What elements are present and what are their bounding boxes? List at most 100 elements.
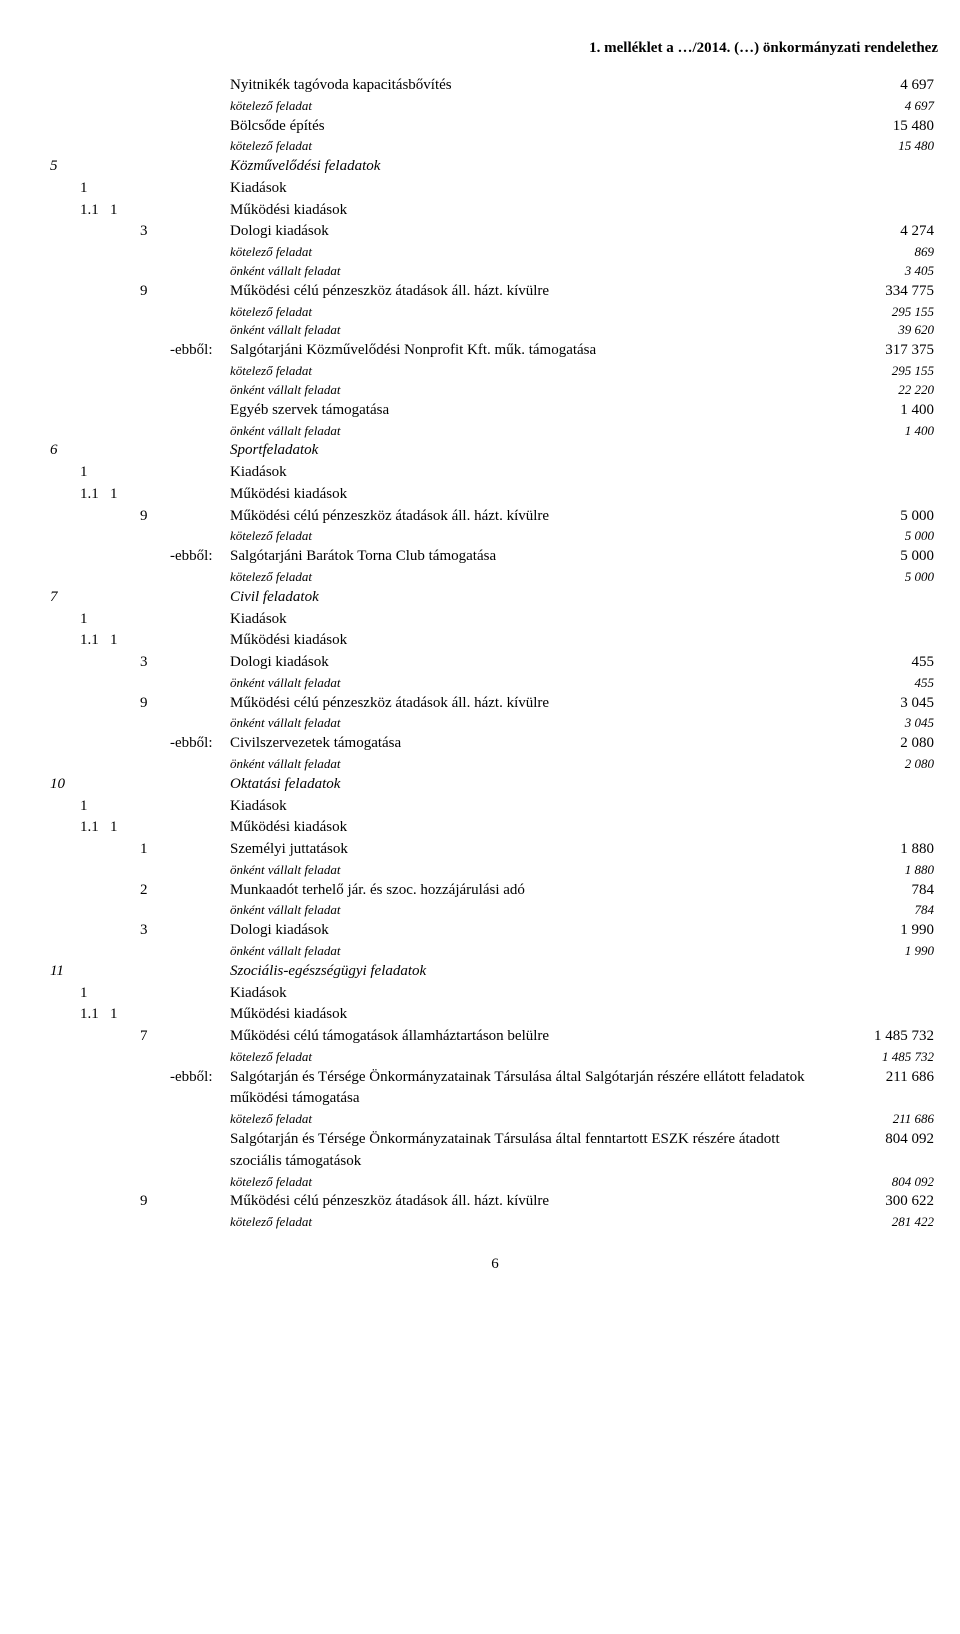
table-row: kötelező feladat804 092	[50, 1173, 940, 1192]
table-row: -ebből:Salgótarjáni Barátok Torna Club t…	[50, 546, 940, 568]
col-5: -ebből:	[170, 733, 230, 755]
row-label: kötelező feladat	[230, 1110, 824, 1129]
row-label: Salgótarján és Térsége Önkormányzatainak…	[230, 1129, 824, 1173]
row-value: 5 000	[824, 546, 940, 568]
row-label: Bölcsőde építés	[230, 116, 824, 138]
table-row: önként vállalt feladat2 080	[50, 755, 940, 774]
table-row: önként vállalt feladat3 405	[50, 262, 940, 281]
row-value: 211 686	[824, 1067, 940, 1089]
row-label: Civilszervezetek támogatása	[230, 733, 824, 755]
row-value: 455	[824, 674, 940, 693]
col-4: 7	[140, 1026, 170, 1048]
table-row: önként vállalt feladat1 880	[50, 861, 940, 880]
row-value: 4 697	[824, 97, 940, 116]
row-label: önként vállalt feladat	[230, 755, 824, 774]
table-row: 1.11 Működési kiadások	[50, 1004, 940, 1026]
row-label: Működési kiadások	[230, 484, 824, 506]
row-value: 804 092	[824, 1129, 940, 1151]
table-row: 1Személyi juttatások1 880	[50, 839, 940, 861]
table-row: Salgótarján és Térsége Önkormányzatainak…	[50, 1129, 940, 1173]
col-5: -ebből:	[170, 1067, 230, 1089]
col-2: 1	[80, 609, 110, 631]
row-value: 15 480	[824, 137, 940, 156]
row-label: kötelező feladat	[230, 527, 824, 546]
row-label: Dologi kiadások	[230, 652, 824, 674]
col-5: -ebből:	[170, 546, 230, 568]
row-label: Működési kiadások	[230, 1004, 824, 1026]
col-3: 1	[110, 1004, 140, 1026]
row-label: Működési célú pénzeszköz átadások áll. h…	[230, 1191, 824, 1213]
row-value: 804 092	[824, 1173, 940, 1192]
row-value: 2 080	[824, 755, 940, 774]
row-value: 3 405	[824, 262, 940, 281]
row-value: 784	[824, 901, 940, 920]
col-1: 6	[50, 440, 80, 462]
row-value: 869	[824, 243, 940, 262]
table-row: kötelező feladat211 686	[50, 1110, 940, 1129]
table-row: 6Sportfeladatok	[50, 440, 940, 462]
row-value: 281 422	[824, 1213, 940, 1232]
row-value: 4 274	[824, 221, 940, 243]
col-4: 9	[140, 281, 170, 303]
table-row: 5Közművelődési feladatok	[50, 156, 940, 178]
table-row: 1Kiadások	[50, 796, 940, 818]
col-2: 1	[80, 178, 110, 200]
col-4: 3	[140, 920, 170, 942]
col-4: 9	[140, 1191, 170, 1213]
row-label: kötelező feladat	[230, 362, 824, 381]
row-label: kötelező feladat	[230, 1048, 824, 1067]
row-value: 4 697	[824, 75, 940, 97]
table-row: kötelező feladat4 697	[50, 97, 940, 116]
row-label: Közművelődési feladatok	[230, 156, 824, 178]
row-value: 295 155	[824, 303, 940, 322]
col-2: 1	[80, 983, 110, 1005]
col-2: 1.1	[80, 630, 110, 652]
row-label: önként vállalt feladat	[230, 861, 824, 880]
row-label: Kiadások	[230, 462, 824, 484]
table-row: Nyitnikék tagóvoda kapacitásbővítés4 697	[50, 75, 940, 97]
table-row: önként vállalt feladat784	[50, 901, 940, 920]
table-row: -ebből:Civilszervezetek támogatása2 080	[50, 733, 940, 755]
row-value: 1 485 732	[824, 1026, 940, 1048]
row-label: Dologi kiadások	[230, 221, 824, 243]
table-row: -ebből:Salgótarjáni Közművelődési Nonpro…	[50, 340, 940, 362]
row-value: 1 990	[824, 920, 940, 942]
table-row: 1.11Működési kiadások	[50, 484, 940, 506]
table-row: önként vállalt feladat3 045	[50, 714, 940, 733]
table-row: 1.11Működési kiadások	[50, 200, 940, 222]
table-row: 2Munkaadót terhelő jár. és szoc. hozzájá…	[50, 880, 940, 902]
row-value: 211 686	[824, 1110, 940, 1129]
table-row: 10Oktatási feladatok	[50, 774, 940, 796]
row-label: kötelező feladat	[230, 1213, 824, 1232]
table-row: 7Civil feladatok	[50, 587, 940, 609]
table-row: 1 Kiadások	[50, 609, 940, 631]
col-2: 1.1	[80, 1004, 110, 1026]
row-value: 1 400	[824, 400, 940, 422]
row-label: Kiadások	[230, 796, 824, 818]
row-label: önként vállalt feladat	[230, 422, 824, 441]
row-label: Civil feladatok	[230, 587, 824, 609]
row-label: kötelező feladat	[230, 568, 824, 587]
row-label: Munkaadót terhelő jár. és szoc. hozzájár…	[230, 880, 824, 902]
row-value: 455	[824, 652, 940, 674]
row-label: Működési célú pénzeszköz átadások áll. h…	[230, 693, 824, 715]
row-value: 39 620	[824, 321, 940, 340]
row-label: kötelező feladat	[230, 243, 824, 262]
budget-table: Nyitnikék tagóvoda kapacitásbővítés4 697…	[50, 75, 940, 1232]
table-row: 1Kiadások	[50, 462, 940, 484]
table-row: kötelező feladat869	[50, 243, 940, 262]
row-value: 1 990	[824, 942, 940, 961]
row-label: Kiadások	[230, 609, 824, 631]
table-row: Egyéb szervek támogatása1 400	[50, 400, 940, 422]
table-row: önként vállalt feladat1 400	[50, 422, 940, 441]
row-label: kötelező feladat	[230, 137, 824, 156]
row-value: 15 480	[824, 116, 940, 138]
table-row: kötelező feladat5 000	[50, 568, 940, 587]
row-label: önként vállalt feladat	[230, 321, 824, 340]
col-4: 3	[140, 652, 170, 674]
row-label: Működési célú támogatások államháztartás…	[230, 1026, 824, 1048]
row-label: Működési kiadások	[230, 630, 824, 652]
row-value: 22 220	[824, 381, 940, 400]
table-row: önként vállalt feladat1 990	[50, 942, 940, 961]
table-row: 9 Működési célú pénzeszköz átadások áll. …	[50, 1191, 940, 1213]
